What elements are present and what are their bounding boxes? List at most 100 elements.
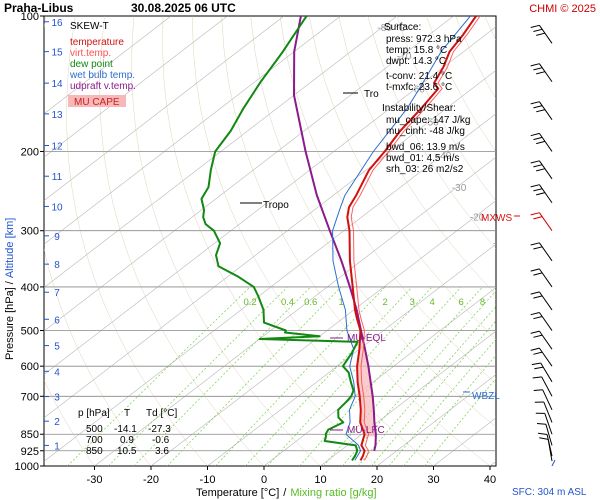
wind-barb-flag (533, 316, 543, 320)
isotherm-line (44, 16, 341, 245)
wind-barb-flag (530, 24, 540, 28)
mixing-ratio-label: 20 (549, 297, 560, 308)
dry-adiabat (396, 16, 496, 202)
wind-barb-flag (533, 28, 543, 32)
legend-updraft: udpraft v.temp. (70, 81, 136, 92)
isotherm-line (489, 461, 496, 466)
isotherm-line (320, 330, 496, 466)
altitude-tick-label: 15 (51, 48, 63, 59)
mixing-ratio-label: 0.4 (281, 297, 294, 308)
wind-barb-flag (536, 423, 546, 425)
wind-barb-flag (533, 188, 543, 192)
isotherm-line (44, 16, 228, 158)
table-row-700-td: -0.6 (152, 435, 170, 446)
wind-barb-flag (536, 109, 546, 113)
instability-bwd01: bwd_01: 4.5 m/s (386, 153, 459, 164)
wind-barb-shaft (541, 376, 553, 397)
wind-barb-flag (536, 32, 546, 36)
surface-dwpt: dwpt: 14.3 °C (386, 56, 446, 67)
pressure-tick-label: 1000 (15, 461, 39, 473)
wind-barb-flag (536, 71, 546, 75)
altitude-tick-label: 10 (51, 203, 63, 214)
table-row-850-p: 850 (86, 446, 103, 457)
isotherm-label: -30 (452, 183, 467, 194)
isotherm-line (94, 156, 496, 466)
isotherm-label: -20 (470, 213, 485, 224)
table-row-500-td: -27.3 (148, 424, 171, 435)
isotherm-line (207, 243, 496, 466)
wind-barb-flag (530, 312, 540, 316)
wind-barb-flag (530, 268, 540, 272)
dry-adiabat (279, 16, 496, 384)
table-row-850-td: 3.6 (155, 446, 169, 457)
isotherm-line (44, 16, 172, 115)
wind-barb-flag (530, 101, 540, 105)
legend: SKEW-T temperature virt.temp. dew point … (68, 21, 136, 108)
table-row-500-t: -14.1 (114, 424, 137, 435)
altitude-tick-label: 9 (54, 232, 60, 243)
table-row-700-p: 700 (86, 435, 103, 446)
wind-barb-flag (533, 351, 543, 355)
isotherm-label: -80 °C (377, 23, 405, 34)
isotherm-line (547, 16, 600, 466)
sounding-time: 30.08.2025 06 UTC (131, 1, 236, 15)
mixing-ratio-label: 6 (459, 297, 464, 308)
mixing-ratio-label: 1 (339, 297, 344, 308)
instability-mucinh: mu_cinh: -48 J/kg (386, 126, 465, 137)
table-header-td: Td [°C] (146, 408, 177, 419)
surface-tconv: t-conv: 21.4 °C (386, 71, 452, 82)
altitude-tick-label: 11 (52, 172, 63, 183)
annotations: Tro Tropo MXWS WBZL MU-EQL MU-LFC (240, 89, 520, 436)
wind-barb-flag (530, 291, 540, 295)
wind-barb-flag (530, 212, 540, 216)
mixing-ratio-label: 17 (536, 297, 547, 308)
x-axis-title-temp: Temperature [°C] (196, 487, 279, 499)
wind-barb-flag (530, 63, 540, 67)
wind-barb-shaft (538, 330, 553, 350)
legend-mu-cape: MU CAPE (74, 97, 120, 108)
x-axis-title: Temperature [°C] / Mixing ratio [g/kg] (196, 487, 377, 499)
wind-barb-flag (530, 242, 540, 246)
temp-tick-label: -30 (87, 474, 103, 486)
mixing-ratio-label: 12 (508, 297, 519, 308)
temp-tick-label: -20 (143, 474, 159, 486)
wind-barb-flag (538, 432, 548, 435)
wind-barb-flag (533, 105, 543, 109)
altitude-tick-label: 3 (54, 393, 60, 404)
mixing-ratio-line (67, 286, 251, 466)
series-virt-temp (350, 16, 481, 461)
surface-temp: temp: 15.8 °C (386, 45, 447, 56)
dry-adiabat (543, 16, 600, 466)
temp-tick-label: 30 (427, 474, 439, 486)
wind-barb-flag (536, 192, 546, 196)
mixing-ratio-label: 10 (494, 297, 505, 308)
wind-barb-shaft (538, 268, 553, 288)
altitude-tick-label: 8 (54, 260, 60, 271)
wind-barb-flag (536, 140, 546, 145)
pressure-tick-label: 500 (21, 326, 39, 338)
series-layer (200, 16, 481, 461)
wind-barb-shaft (538, 63, 553, 83)
mxws-label: MXWS (481, 213, 512, 224)
temp-tick-label: 40 (484, 474, 496, 486)
sfc-label: SFC: 304 m ASL (512, 487, 587, 498)
temp-tick-label: 10 (314, 474, 326, 486)
mu-eql-label: MU-EQL (347, 333, 386, 344)
station-name: Praha-Libus (4, 1, 74, 15)
mixing-ratio-line (342, 290, 496, 466)
tropo-label-2: Tropo (263, 200, 289, 211)
legend-wet-bulb: wet bulb temp. (69, 70, 135, 81)
altitude-tick-label: 2 (54, 417, 60, 428)
wind-barb-flag (536, 168, 546, 172)
wind-barb-shaft (538, 212, 553, 231)
table-row-850-t: 10.5 (117, 446, 137, 457)
isotherm-label: -70 (397, 52, 412, 63)
mixing-ratio-label: 25 (568, 297, 579, 308)
wind-barb-flag (533, 389, 543, 391)
wind-barb-shaft (538, 347, 553, 367)
wind-barb-shaft (538, 184, 553, 204)
mixing-ratio-line (424, 377, 496, 466)
wind-barb-shaft (538, 291, 553, 311)
mixing-ratio-line (403, 354, 496, 466)
